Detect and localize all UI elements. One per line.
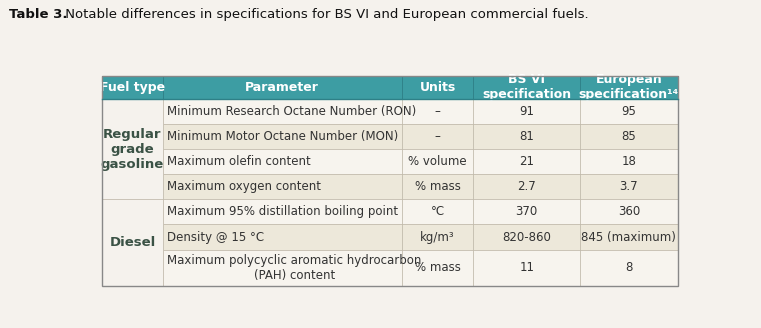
Text: 370: 370: [516, 205, 538, 218]
Text: 360: 360: [618, 205, 640, 218]
Bar: [402, 76, 473, 99]
Text: 845 (maximum): 845 (maximum): [581, 231, 677, 243]
Text: 8: 8: [626, 261, 632, 274]
Text: 11: 11: [519, 261, 534, 274]
Text: 820-860: 820-860: [502, 231, 551, 243]
Text: kg/m³: kg/m³: [420, 231, 455, 243]
Text: Maximum olefin content: Maximum olefin content: [167, 155, 311, 168]
Text: 21: 21: [519, 155, 534, 168]
Text: % mass: % mass: [415, 180, 460, 193]
Text: 18: 18: [622, 155, 636, 168]
Text: Maximum polycyclic aromatic hydrocarbon
(PAH) content: Maximum polycyclic aromatic hydrocarbon …: [167, 254, 422, 282]
Text: 2.7: 2.7: [517, 180, 536, 193]
Bar: [163, 76, 402, 99]
Text: Maximum 95% distillation boiling point: Maximum 95% distillation boiling point: [167, 205, 399, 218]
Bar: [473, 76, 580, 99]
Text: % mass: % mass: [415, 261, 460, 274]
Bar: [580, 76, 678, 99]
Text: European
specification¹⁴: European specification¹⁴: [579, 73, 679, 101]
Text: Maximum oxygen content: Maximum oxygen content: [167, 180, 321, 193]
Text: Minimum Research Octane Number (RON): Minimum Research Octane Number (RON): [167, 105, 416, 118]
Text: Notable differences in specifications for BS VI and European commercial fuels.: Notable differences in specifications fo…: [61, 8, 588, 21]
Text: Fuel type: Fuel type: [100, 81, 165, 94]
Text: Minimum Motor Octane Number (MON): Minimum Motor Octane Number (MON): [167, 130, 399, 143]
Text: Parameter: Parameter: [245, 81, 319, 94]
Text: –: –: [435, 130, 441, 143]
Text: Density @ 15 °C: Density @ 15 °C: [167, 231, 265, 243]
Bar: [102, 76, 163, 99]
Text: 91: 91: [519, 105, 534, 118]
Text: 3.7: 3.7: [619, 180, 638, 193]
Text: Units: Units: [419, 81, 456, 94]
Text: Table 3.: Table 3.: [9, 8, 68, 21]
Text: –: –: [435, 105, 441, 118]
Text: BS VI
specification: BS VI specification: [482, 73, 572, 101]
Text: 95: 95: [622, 105, 636, 118]
Text: Regular
grade
gasoline: Regular grade gasoline: [100, 128, 164, 171]
Text: % volume: % volume: [408, 155, 466, 168]
Text: 85: 85: [622, 130, 636, 143]
Text: 81: 81: [519, 130, 534, 143]
Text: °C: °C: [431, 205, 444, 218]
Text: Diesel: Diesel: [110, 236, 155, 249]
